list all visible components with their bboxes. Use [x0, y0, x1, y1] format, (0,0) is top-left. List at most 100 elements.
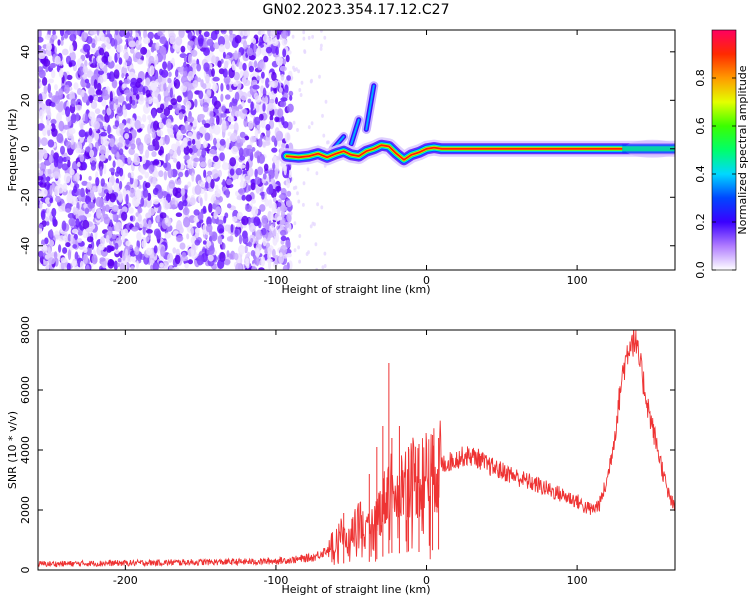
noise-blob [166, 152, 171, 161]
noise-blob [123, 78, 131, 85]
noise-blob [150, 46, 155, 53]
noise-blob-sparse [310, 78, 313, 83]
carrier-branch-core [365, 84, 375, 131]
noise-blob [246, 144, 252, 150]
noise-blob [234, 110, 242, 117]
noise-blob [51, 207, 57, 217]
noise-blob [70, 98, 77, 108]
noise-blob [69, 44, 74, 53]
noise-blob [209, 116, 215, 127]
noise-blob [229, 235, 234, 243]
noise-blob [157, 189, 164, 199]
spectrogram-xtick-label: -200 [113, 274, 138, 287]
noise-blob [96, 208, 102, 219]
noise-blob [176, 146, 181, 156]
noise-blob [263, 55, 269, 63]
noise-blob [168, 265, 173, 270]
noise-blob [171, 267, 180, 270]
noise-blob-sparse [302, 30, 306, 35]
noise-blob [234, 50, 238, 61]
noise-blob [284, 221, 290, 229]
noise-blob [276, 202, 282, 207]
noise-blob [265, 242, 271, 248]
noise-blob [116, 166, 121, 174]
noise-blob [271, 135, 276, 143]
noise-blob [271, 71, 277, 81]
noise-blob [84, 113, 88, 124]
noise-blob [109, 104, 114, 110]
noise-blob [137, 213, 142, 222]
noise-blob [216, 138, 221, 143]
noise-blob [143, 30, 148, 39]
noise-blob [282, 164, 287, 172]
noise-blob [183, 216, 191, 228]
noise-blob [56, 133, 64, 144]
noise-blob [196, 131, 201, 140]
noise-blob [278, 194, 285, 199]
noise-blob [239, 180, 247, 189]
noise-blob [229, 168, 235, 176]
noise-blob [43, 85, 48, 95]
noise-blob [239, 155, 246, 161]
noise-blob [141, 240, 147, 248]
noise-blob [245, 161, 250, 172]
noise-blob [51, 34, 58, 40]
noise-blob [250, 135, 256, 143]
noise-blob [241, 215, 249, 226]
noise-blob [121, 206, 128, 214]
noise-blob [183, 155, 191, 160]
noise-blob [65, 242, 71, 248]
snr-frame [37, 329, 676, 571]
noise-blob [205, 73, 210, 84]
noise-blob [188, 147, 193, 154]
spectrogram-xtick-label: 100 [567, 274, 588, 287]
noise-blob-sparse [302, 36, 306, 41]
noise-blob [152, 120, 159, 131]
noise-blob [206, 176, 212, 184]
noise-blob [286, 75, 291, 81]
noise-blob [270, 211, 274, 222]
noise-blob [234, 228, 239, 238]
noise-blob [86, 245, 92, 256]
noise-blob [203, 47, 210, 56]
noise-blob [58, 88, 64, 99]
noise-blob [144, 171, 150, 179]
noise-blob [253, 216, 261, 227]
noise-blob [191, 138, 196, 145]
noise-blob-sparse [314, 242, 318, 247]
noise-blob-sparse [300, 80, 304, 85]
noise-blob [223, 259, 231, 265]
noise-blob [220, 82, 224, 92]
noise-blob [122, 228, 129, 237]
noise-blob-sparse [316, 202, 319, 207]
noise-blob [162, 61, 168, 70]
spectrogram-ytick-label: -20 [19, 188, 32, 206]
noise-blob [194, 239, 201, 246]
noise-blob [154, 69, 159, 81]
noise-blob [38, 30, 42, 39]
noise-blob [191, 49, 198, 57]
noise-blob [201, 148, 207, 158]
snr-ytick-label: 6000 [19, 376, 32, 404]
noise-blob [217, 60, 222, 68]
noise-blob [259, 59, 265, 70]
noise-blob [278, 87, 283, 93]
noise-blob [163, 106, 171, 117]
noise-blob [269, 115, 274, 121]
colorbar-frame [711, 29, 737, 271]
noise-blob [151, 151, 157, 157]
noise-blob [171, 204, 176, 210]
noise-blob [227, 224, 231, 234]
noise-blob [108, 71, 115, 82]
noise-blob [38, 150, 44, 161]
noise-blob [100, 236, 105, 246]
noise-blob [182, 137, 188, 148]
noise-blob [228, 30, 233, 35]
noise-blob [135, 81, 141, 88]
noise-blob [99, 166, 103, 177]
noise-blob [67, 212, 75, 219]
noise-blob [261, 215, 268, 224]
noise-blob [147, 115, 152, 121]
noise-blob [276, 32, 280, 40]
